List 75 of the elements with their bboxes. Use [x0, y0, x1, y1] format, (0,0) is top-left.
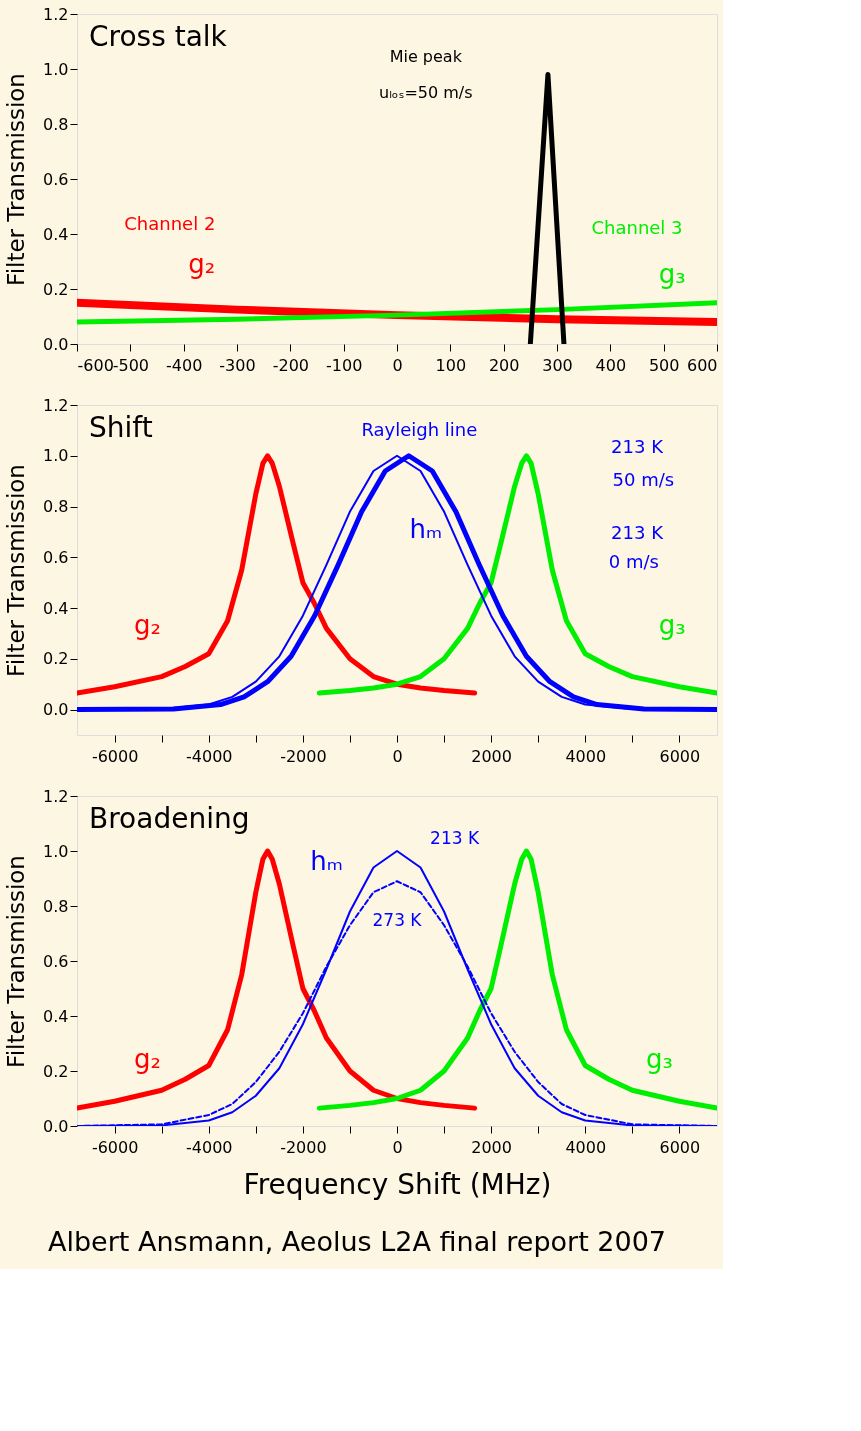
x-tick-label: 4000	[565, 746, 607, 766]
y-tick-label: 1.2	[43, 786, 69, 806]
x-tick-label: -400	[166, 355, 203, 375]
x-tick-label: -2000	[280, 746, 327, 766]
x-tick-label: 2000	[471, 1137, 512, 1157]
y-tick-label: 0.8	[43, 896, 69, 916]
x-axis-title: Frequency Shift (MHz)	[243, 1167, 552, 1201]
y-tick-label: 0.0	[43, 1116, 69, 1136]
chart-title: Shift	[89, 411, 153, 444]
x-tick-label: -300	[219, 355, 256, 375]
x-tick-label: 200	[488, 355, 520, 375]
x-tick-label: -200	[272, 355, 309, 375]
y-tick-label: 1.2	[43, 395, 69, 415]
chart-title: Broadening	[89, 802, 250, 835]
x-tick-label: 600	[686, 355, 718, 375]
y-tick-label: 0.4	[43, 598, 69, 618]
y-axis-title: Filter Transmission	[3, 464, 30, 677]
annotation: g₃	[658, 258, 686, 289]
x-tick-label: 500	[648, 355, 680, 375]
x-tick-label: 2000	[471, 746, 512, 766]
y-tick-label: 0.2	[43, 279, 69, 299]
x-tick-label: 0	[392, 746, 403, 766]
chart-title: Cross talk	[89, 20, 228, 53]
annotation: Channel 3	[591, 216, 683, 238]
x-tick-label: -4000	[186, 746, 233, 766]
y-tick-label: 0.6	[43, 547, 69, 567]
y-tick-label: 1.0	[43, 446, 69, 466]
y-tick-label: 1.0	[43, 59, 69, 79]
x-tick-label: -100	[326, 355, 363, 375]
annotation: g₃	[658, 610, 686, 641]
x-tick-label: -600	[77, 355, 114, 375]
y-tick-label: 0.4	[43, 224, 69, 244]
annotation: hₘ	[310, 846, 343, 876]
x-tick-label: 6000	[659, 1137, 701, 1157]
x-tick-label: -500	[112, 355, 149, 375]
y-tick-label: 0.4	[43, 1006, 69, 1026]
annotation: Mie peak	[389, 46, 463, 66]
annotation: Channel 2	[124, 213, 216, 235]
y-axis-title: Filter Transmission	[3, 73, 30, 286]
y-axis-title: Filter Transmission	[3, 855, 30, 1068]
x-tick-label: 0	[392, 1137, 403, 1157]
y-tick-label: 0.0	[43, 334, 69, 354]
x-tick-label: 400	[595, 355, 627, 375]
x-tick-label: 300	[542, 355, 573, 375]
text: Albert Ansmann, Aeolus L2A final report 2007	[47, 1226, 667, 1257]
y-tick-label: 0.2	[43, 1061, 69, 1081]
y-tick-label: 0.2	[43, 649, 69, 669]
annotation: uₗₒₛ=50 m/s	[379, 83, 473, 103]
y-tick-label: 0.8	[43, 497, 69, 517]
x-tick-label: 4000	[565, 1137, 607, 1157]
annotation: g₂	[133, 1044, 161, 1074]
annotation: hₘ	[409, 514, 443, 545]
y-tick-label: 1.2	[43, 4, 69, 24]
annotation: g₃	[645, 1044, 673, 1074]
annotation: 273 K	[372, 910, 423, 931]
y-tick-label: 0.6	[43, 951, 69, 971]
annotation: 213 K	[430, 827, 480, 848]
annotation: Rayleigh line	[361, 419, 478, 441]
annotation: 50 m/s	[612, 468, 675, 490]
x-tick-label: 100	[435, 355, 467, 375]
annotation: 0 m/s	[608, 551, 659, 573]
y-tick-label: 0.0	[43, 700, 69, 720]
annotation: g₂	[188, 248, 216, 279]
x-tick-label: -6000	[91, 746, 139, 766]
y-tick-label: 0.6	[43, 169, 69, 189]
x-tick-label: 6000	[659, 746, 701, 766]
x-tick-label: -4000	[186, 1137, 233, 1157]
x-tick-label: 0	[392, 355, 403, 375]
y-tick-label: 0.8	[43, 114, 69, 134]
annotation: 213 K	[611, 521, 665, 543]
annotation: 213 K	[611, 435, 665, 457]
annotation: g₂	[133, 610, 161, 641]
x-tick-label: -6000	[91, 1137, 139, 1157]
x-tick-label: -2000	[280, 1137, 327, 1157]
y-tick-label: 1.0	[43, 841, 69, 861]
